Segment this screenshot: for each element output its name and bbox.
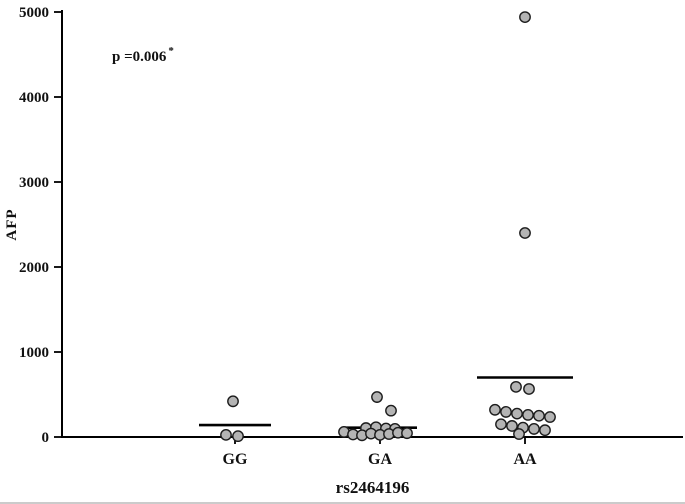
y-axis-title: AFP (4, 208, 20, 240)
data-point (220, 428, 232, 441)
data-point (519, 227, 531, 239)
p-value-asterisk: * (168, 45, 174, 57)
data-point (528, 423, 540, 435)
data-point (523, 383, 535, 395)
data-point (385, 404, 397, 417)
data-point (495, 418, 507, 431)
data-point (533, 409, 545, 422)
data-point (544, 411, 556, 423)
y-tick-label: 3000 (19, 175, 49, 191)
x-axis-title: rs2464196 (336, 478, 410, 497)
figure-bottom-border (0, 502, 685, 504)
x-category-label: AA (513, 451, 537, 468)
x-category-label: GG (223, 451, 248, 468)
p-value-annotation: p =0.006 * (112, 45, 174, 65)
data-point (511, 407, 523, 420)
data-point (513, 428, 525, 440)
y-tick-label: 0 (42, 430, 50, 446)
y-tick-label: 2000 (19, 260, 49, 276)
y-tick-label: 4000 (19, 90, 49, 106)
y-tick-label: 1000 (19, 345, 49, 361)
data-point (232, 430, 244, 443)
data-point (506, 420, 518, 432)
y-tick-label: 5000 (19, 5, 49, 21)
data-point (227, 395, 239, 408)
data-point (539, 424, 551, 437)
data-point (401, 427, 413, 440)
data-point (489, 403, 501, 416)
data-point (522, 408, 534, 421)
data-point (500, 406, 512, 418)
x-category-label: GA (368, 451, 392, 468)
data-point (371, 391, 383, 403)
data-point (510, 380, 522, 393)
data-point (519, 11, 531, 24)
